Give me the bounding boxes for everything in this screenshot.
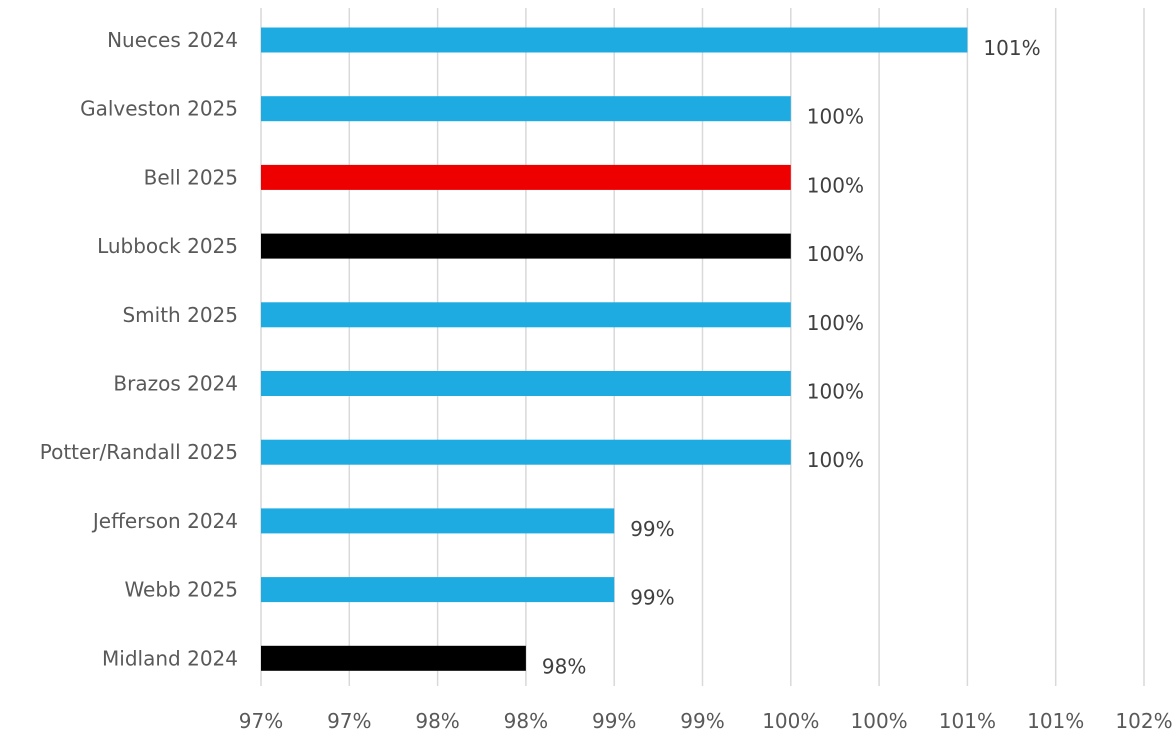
x-axis-tick-labels: 97% 97% 98% 98% 99% 99% 100% 100% 101% 101% 102% xyxy=(239,709,1173,733)
x-tick-label: 97% xyxy=(239,709,283,733)
data-label: 98% xyxy=(542,654,586,678)
data-label: 101% xyxy=(983,36,1040,60)
category-label: Webb 2025 xyxy=(124,578,238,602)
bar xyxy=(261,27,968,53)
x-tick-label: 100% xyxy=(851,709,908,733)
data-label: 100% xyxy=(807,173,864,197)
x-tick-label: 98% xyxy=(415,709,459,733)
bar xyxy=(261,96,791,122)
bar xyxy=(261,233,791,259)
bar xyxy=(261,371,791,396)
category-label: Smith 2025 xyxy=(122,303,238,327)
category-label: Bell 2025 xyxy=(144,165,238,189)
category-label: Brazos 2024 xyxy=(113,372,238,396)
category-labels: Nueces 2024 Galveston 2025 Bell 2025 Lubboc… xyxy=(40,28,238,670)
category-label: Potter/Randall 2025 xyxy=(40,440,238,464)
bar xyxy=(261,577,615,603)
category-label: Jefferson 2024 xyxy=(91,509,238,533)
bar xyxy=(261,302,791,328)
category-label: Nueces 2024 xyxy=(107,28,238,52)
category-label: Galveston 2025 xyxy=(80,97,238,121)
x-tick-label: 101% xyxy=(1027,709,1084,733)
bar xyxy=(261,439,791,465)
x-tick-label: 100% xyxy=(762,709,819,733)
x-tick-label: 99% xyxy=(592,709,636,733)
x-tick-label: 98% xyxy=(504,709,548,733)
category-label: Midland 2024 xyxy=(102,646,238,670)
bar xyxy=(261,645,526,671)
bar xyxy=(261,508,615,534)
data-label: 99% xyxy=(630,517,674,541)
x-tick-label: 99% xyxy=(680,709,724,733)
x-tick-label: 101% xyxy=(939,709,996,733)
data-label: 100% xyxy=(807,242,864,266)
category-label: Lubbock 2025 xyxy=(97,234,238,258)
bar xyxy=(261,164,791,190)
data-label: 99% xyxy=(630,586,674,610)
data-label: 100% xyxy=(807,311,864,335)
data-label: 100% xyxy=(807,105,864,129)
data-label: 100% xyxy=(807,380,864,404)
x-tick-label: 97% xyxy=(327,709,371,733)
data-label: 100% xyxy=(807,448,864,472)
data-labels: 101% 100% 100% 100% 100% 100% 100% 99% 99% 98% xyxy=(542,36,1041,678)
x-tick-label: 102% xyxy=(1115,709,1172,733)
bars xyxy=(261,27,968,671)
